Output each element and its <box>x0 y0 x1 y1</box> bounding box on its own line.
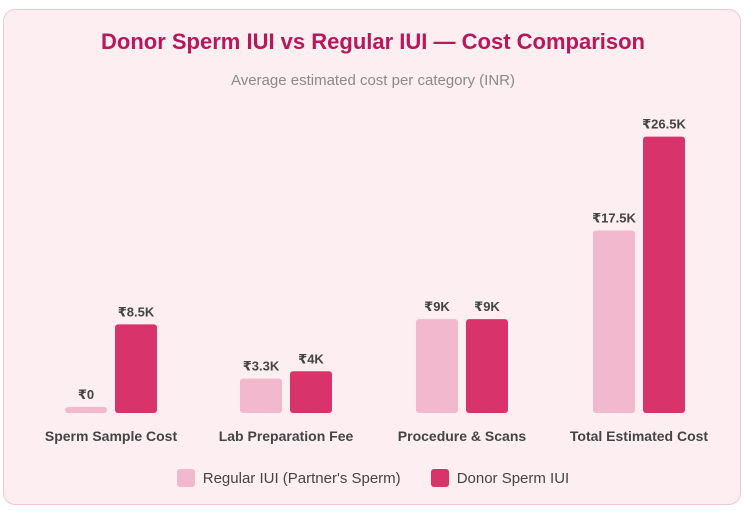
data-label-donor-1: ₹4K <box>298 351 324 366</box>
data-label-donor-2: ₹9K <box>474 299 500 314</box>
category-label-1: Lab Preparation Fee <box>219 428 354 444</box>
bar-donor-2[interactable] <box>466 319 508 413</box>
category-label-0: Sperm Sample Cost <box>45 428 178 444</box>
category-label-2: Procedure & Scans <box>398 428 527 444</box>
bar-regular-0[interactable] <box>65 407 107 413</box>
legend-item-regular[interactable]: Regular IUI (Partner's Sperm) <box>176 469 401 487</box>
data-label-regular-3: ₹17.5K <box>592 211 636 226</box>
category-label-3: Total Estimated Cost <box>570 428 709 444</box>
data-label-regular-2: ₹9K <box>424 299 450 314</box>
legend-label-donor: Donor Sperm IUI <box>456 469 570 487</box>
legend-swatch-donor <box>430 469 449 487</box>
bar-regular-2[interactable] <box>416 319 458 413</box>
bar-regular-1[interactable] <box>240 378 282 413</box>
bar-donor-0[interactable] <box>115 324 157 413</box>
legend-swatch-regular <box>176 469 195 487</box>
bar-regular-3[interactable] <box>593 230 635 414</box>
data-label-donor-0: ₹8.5K <box>118 304 155 319</box>
legend-label-regular: Regular IUI (Partner's Sperm) <box>202 469 401 487</box>
chart-subtitle: Average estimated cost per category (INR… <box>230 72 515 89</box>
bar-donor-3[interactable] <box>643 136 685 413</box>
chart-title: Donor Sperm IUI vs Regular IUI — Cost Co… <box>101 29 645 54</box>
data-label-regular-1: ₹3.3K <box>243 359 280 374</box>
data-label-regular-0: ₹0 <box>78 387 94 402</box>
legend-item-donor[interactable]: Donor Sperm IUI <box>430 469 570 487</box>
legend: Regular IUI (Partner's Sperm) Donor Sper… <box>0 469 746 487</box>
data-label-donor-3: ₹26.5K <box>642 117 686 132</box>
bar-donor-1[interactable] <box>290 371 332 413</box>
